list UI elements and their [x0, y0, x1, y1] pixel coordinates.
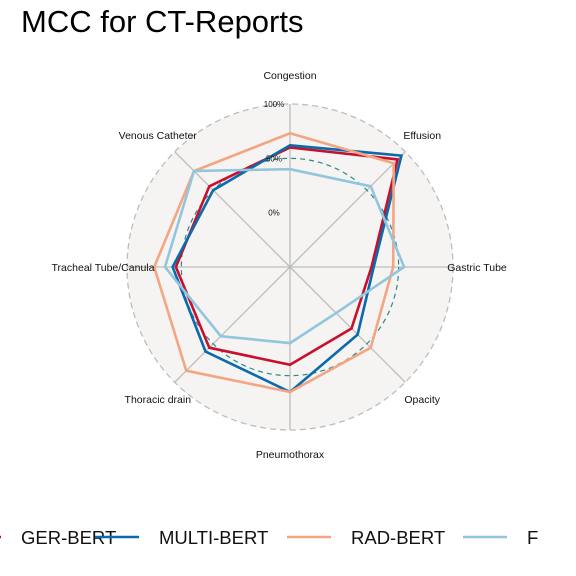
spoke-thoracic-drain: [174, 266, 291, 383]
outer-ring: [126, 103, 454, 431]
legend-label-ger-bert: GER-BERT: [21, 527, 116, 548]
spoke-opacity: [289, 266, 406, 383]
ring-label: 0%: [268, 209, 280, 218]
legend-label-multi-bert: MULTI-BERT: [159, 527, 268, 548]
axis-label-thoracic-drain: Thoracic drain: [125, 394, 192, 406]
axis-label-tracheal-tube-canula: Tracheal Tube/Canula: [52, 262, 155, 274]
axis-label-opacity: Opacity: [404, 394, 440, 406]
axis-label-effusion: Effusion: [403, 130, 441, 142]
reference-ring: [180, 157, 400, 377]
legend-label-f: F: [527, 527, 538, 548]
series-line-rad-bert: [152, 131, 396, 394]
spoke-effusion: [289, 151, 406, 268]
ring-label: 50%: [266, 154, 282, 163]
axis-label-pneumothorax: Pneumothorax: [256, 449, 325, 461]
chart-title: MCC for CT-Reports: [21, 4, 304, 39]
series-line-f: [163, 167, 406, 345]
axis-label-gastric-tube: Gastric Tube: [447, 262, 507, 274]
legend-label-rad-bert: RAD-BERT: [351, 527, 445, 548]
series-line-ger-bert: [174, 146, 400, 367]
axis-label-venous-catheter: Venous Catheter: [119, 130, 198, 142]
ring-label: 100%: [264, 100, 284, 109]
axis-label-congestion: Congestion: [263, 70, 316, 82]
